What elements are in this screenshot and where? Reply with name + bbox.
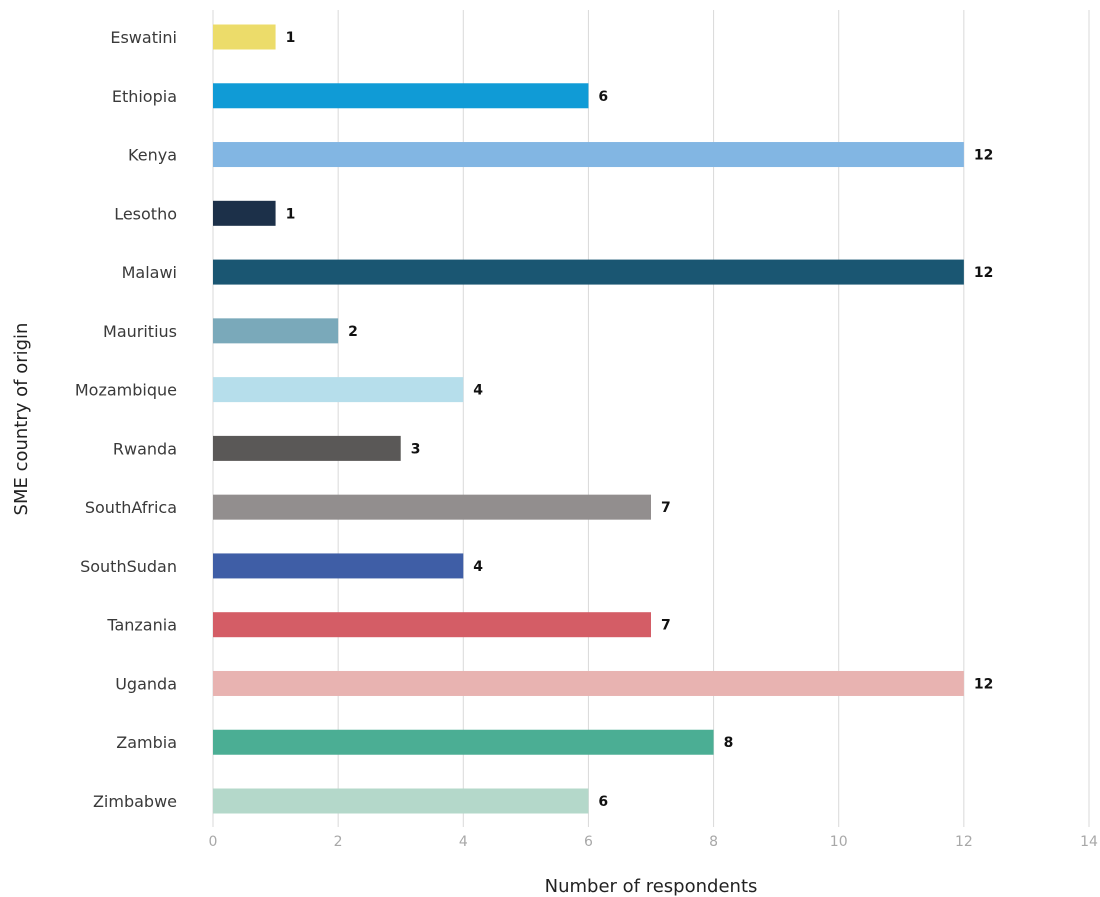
category-label-zimbabwe: Zimbabwe — [93, 792, 177, 811]
bar-southafrica — [213, 494, 651, 520]
bars — [213, 24, 964, 814]
bar-mauritius — [213, 318, 339, 344]
category-label-ethiopia: Ethiopia — [112, 87, 177, 106]
bar-uganda — [213, 670, 964, 696]
category-label-rwanda: Rwanda — [113, 439, 177, 458]
x-tick-labels: 0 2 4 6 8 10 12 14 — [209, 834, 1098, 850]
value-label-uganda: 12 — [974, 676, 993, 692]
bar-zambia — [213, 729, 714, 755]
category-label-mozambique: Mozambique — [75, 381, 177, 400]
value-label-mauritius: 2 — [348, 324, 358, 340]
category-label-lesotho: Lesotho — [114, 204, 177, 223]
value-label-mozambique: 4 — [473, 383, 483, 399]
value-label-southsudan: 4 — [473, 559, 483, 575]
value-label-kenya: 12 — [974, 148, 993, 164]
category-label-kenya: Kenya — [128, 146, 177, 165]
value-label-eswatini: 1 — [286, 30, 296, 46]
value-label-ethiopia: 6 — [598, 89, 608, 105]
x-axis-title: Number of respondents — [545, 876, 758, 897]
bar-kenya — [213, 142, 964, 168]
x-tick-label-4: 8 — [709, 834, 718, 850]
category-label-malawi: Malawi — [122, 263, 177, 282]
category-label-mauritius: Mauritius — [103, 322, 177, 341]
x-tick-label-0: 0 — [209, 834, 218, 850]
value-label-southafrica: 7 — [661, 500, 671, 516]
y-axis-title: SME country of origin — [11, 323, 32, 516]
value-label-rwanda: 3 — [411, 441, 421, 457]
gridlines — [212, 10, 1090, 827]
value-label-malawi: 12 — [974, 265, 993, 281]
bar-lesotho — [213, 200, 276, 226]
value-label-zimbabwe: 6 — [598, 794, 608, 810]
bar-malawi — [213, 259, 964, 285]
x-tick-label-6: 12 — [955, 834, 973, 850]
value-label-zambia: 8 — [724, 735, 734, 751]
bar-mozambique — [213, 377, 464, 403]
bar-rwanda — [213, 435, 401, 461]
value-label-lesotho: 1 — [286, 206, 296, 222]
bar-tanzania — [213, 612, 651, 638]
category-label-southsudan: SouthSudan — [80, 557, 177, 576]
category-label-zambia: Zambia — [116, 733, 177, 752]
category-label-tanzania: Tanzania — [106, 616, 177, 635]
bar-ethiopia — [213, 83, 589, 109]
x-tick-label-5: 10 — [830, 834, 848, 850]
category-label-uganda: Uganda — [115, 674, 177, 693]
value-labels: 1 6 12 1 12 2 4 3 7 4 7 12 8 6 — [286, 30, 994, 810]
x-tick-label-7: 14 — [1080, 834, 1098, 850]
category-labels: Eswatini Ethiopia Kenya Lesotho Malawi Maurit… — [75, 28, 177, 811]
value-label-tanzania: 7 — [661, 618, 671, 634]
category-label-eswatini: Eswatini — [110, 28, 177, 47]
x-tick-label-1: 2 — [334, 834, 343, 850]
bar-southsudan — [213, 553, 464, 579]
bar-eswatini — [213, 24, 276, 50]
category-label-southafrica: SouthAfrica — [85, 498, 177, 517]
x-tick-label-3: 6 — [584, 834, 593, 850]
bar-zimbabwe — [213, 788, 589, 814]
x-tick-label-2: 4 — [459, 834, 468, 850]
